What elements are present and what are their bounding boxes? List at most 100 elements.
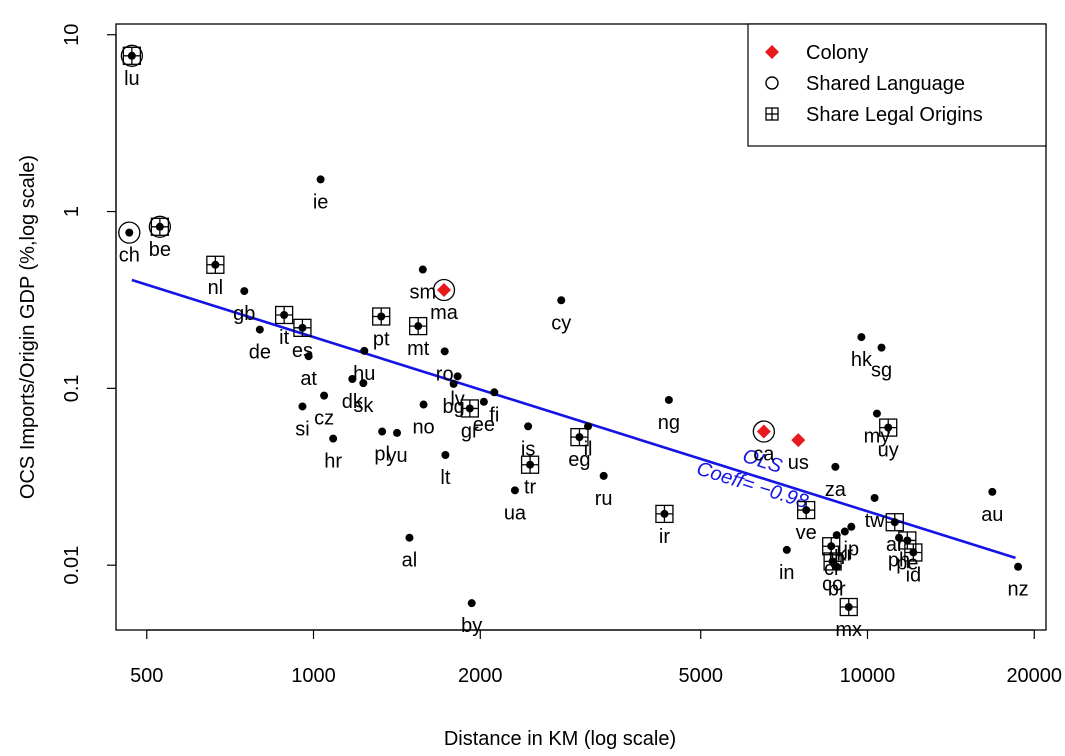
- point-marker: [802, 506, 811, 515]
- point-label-ie: ie: [313, 191, 329, 213]
- point-ar: [885, 513, 904, 532]
- point-eg: [570, 427, 589, 447]
- legend-item-shared-language: Shared Language: [765, 73, 965, 95]
- point-marker: [360, 346, 369, 355]
- legend-label: Share Legal Origins: [806, 104, 983, 126]
- point-label-eg: eg: [568, 449, 590, 471]
- point-tw: [870, 493, 879, 502]
- point-si: [298, 402, 307, 411]
- point-marker: [884, 423, 893, 432]
- point-marker: [857, 333, 866, 342]
- point-label-tw: tw: [865, 510, 886, 532]
- point-label-es: es: [292, 340, 313, 362]
- point-label-uy: uy: [878, 440, 899, 462]
- point-marker: [419, 400, 428, 409]
- point-marker: [890, 518, 899, 527]
- point-label-dk: dk: [342, 391, 364, 413]
- point-label-za: za: [825, 479, 847, 501]
- point-marker: [782, 545, 791, 554]
- point-marker: [664, 395, 673, 404]
- point-ro: [440, 347, 449, 356]
- legend: Colony Shared Language Share Legal Origins: [747, 23, 1047, 147]
- point-marker: [359, 379, 368, 388]
- x-tick-label: 500: [130, 665, 163, 687]
- point-label-si: si: [295, 418, 309, 440]
- point-marker: [211, 260, 220, 269]
- point-label-my: my: [864, 426, 891, 448]
- point-marker: [329, 434, 338, 443]
- point-ng: [664, 395, 673, 404]
- point-gr: [460, 399, 479, 418]
- point-pl: [378, 427, 387, 436]
- point-jp: [847, 522, 856, 531]
- point-marker: [870, 493, 879, 502]
- legend-item-share-legal-origins: Share Legal Origins: [765, 104, 983, 126]
- point-marker: [872, 409, 881, 418]
- point-marker: [127, 51, 136, 60]
- point-by: [467, 599, 476, 608]
- point-marker: [526, 460, 535, 469]
- shared-language-marker: [432, 278, 456, 302]
- point-label-ua: ua: [504, 502, 527, 524]
- point-marker: [449, 379, 458, 388]
- point-label-mx: mx: [835, 619, 862, 641]
- point-marker: [988, 487, 997, 496]
- point-us: [791, 433, 806, 448]
- point-id: [904, 543, 923, 562]
- point-label-ph: ph: [888, 550, 910, 572]
- point-pt: [372, 307, 391, 326]
- colony-marker: [436, 283, 451, 298]
- legend-box: [747, 23, 1047, 147]
- point-label-cy: cy: [551, 312, 571, 334]
- point-label-us: us: [788, 452, 809, 474]
- point-marker: [441, 450, 450, 459]
- point-label-ee: ee: [473, 414, 495, 436]
- point-marker: [479, 397, 488, 406]
- x-axis-title: Distance in KM (log scale): [444, 728, 676, 750]
- point-marker: [155, 222, 164, 231]
- point-marker: [599, 471, 608, 480]
- point-label-il: il: [584, 438, 593, 460]
- point-no: [419, 400, 428, 409]
- point-marker: [414, 322, 423, 331]
- point-marker: [660, 509, 669, 518]
- point-it: [274, 305, 294, 325]
- point-marker: [405, 533, 414, 542]
- point-my: [872, 409, 881, 418]
- point-marker: [903, 536, 912, 545]
- point-label-bg: bg: [442, 396, 464, 418]
- point-marker: [377, 312, 386, 321]
- ols-line: [131, 278, 1016, 560]
- shared-language-marker: [118, 221, 141, 244]
- point-ca: [752, 420, 776, 443]
- point-gb: [240, 287, 249, 296]
- legend-circle-icon: [765, 76, 779, 90]
- point-lv: [453, 372, 462, 381]
- legend-diamond-icon: [765, 45, 779, 59]
- point-marker: [440, 347, 449, 356]
- point-label-is: is: [521, 438, 535, 460]
- colony-marker: [756, 424, 771, 439]
- point-label-pl: pl: [374, 444, 390, 466]
- point-kr: [840, 527, 849, 536]
- point-marker: [467, 599, 476, 608]
- legend-label: Shared Language: [806, 73, 965, 95]
- point-label-pe: pe: [896, 552, 918, 574]
- point-dk: [348, 374, 357, 383]
- point-marker: [453, 372, 462, 381]
- point-sg: [877, 343, 886, 352]
- point-nl: [206, 255, 225, 274]
- y-axis-title: OCS Imports/Origin GDP (%,log scale): [17, 155, 39, 499]
- point-marker: [847, 522, 856, 531]
- point-label-ng: ng: [658, 412, 680, 434]
- colony-marker: [791, 433, 806, 448]
- point-marker: [298, 402, 307, 411]
- point-marker: [378, 427, 387, 436]
- y-tick-label: 0.1: [61, 374, 83, 402]
- point-pe: [898, 531, 917, 550]
- shared-language-marker: [148, 215, 172, 238]
- data-points: [118, 44, 1023, 617]
- point-bg: [449, 379, 458, 388]
